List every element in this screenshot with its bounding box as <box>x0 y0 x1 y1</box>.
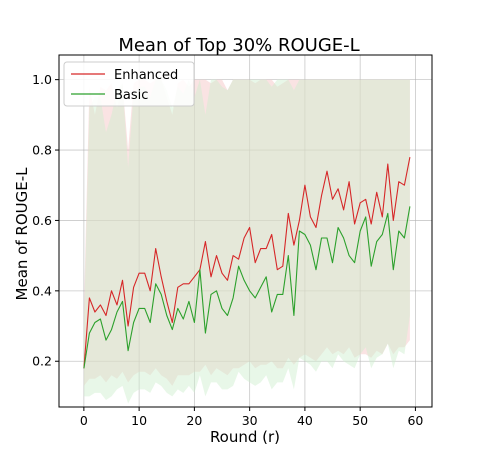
legend: Enhanced Basic <box>63 61 195 107</box>
chart-title: Mean of Top 30% ROUGE-L <box>118 35 359 56</box>
y-axis-ticks: 0.2 0.4 0.6 0.8 1.0 <box>32 72 59 369</box>
y-tick-label: 1.0 <box>32 72 52 87</box>
line-enhanced <box>83 156 411 369</box>
line-basic <box>83 206 411 369</box>
y-tick-label: 0.2 <box>32 354 52 369</box>
y-tick-label: 0.8 <box>32 143 52 158</box>
x-tick-label: 60 <box>407 413 423 428</box>
x-tick-label: 30 <box>242 413 258 428</box>
band-basic <box>83 79 410 404</box>
y-tick-label: 0.4 <box>32 283 52 298</box>
y-tick-label: 0.6 <box>32 213 52 228</box>
legend-label-basic: Basic <box>114 88 148 103</box>
x-axis-ticks: 0 10 20 30 40 50 60 <box>80 407 423 428</box>
x-tick-label: 50 <box>352 413 368 428</box>
series-lines <box>83 156 411 369</box>
legend-box <box>63 61 195 107</box>
x-tick-label: 0 <box>80 413 88 428</box>
legend-label-enhanced: Enhanced <box>114 68 178 83</box>
x-tick-label: 20 <box>186 413 202 428</box>
y-axis-label: Mean of ROUGE-L <box>13 167 31 301</box>
x-axis-label: Round (r) <box>210 428 280 446</box>
x-tick-label: 10 <box>131 413 147 428</box>
plot-frame <box>58 54 433 408</box>
confidence-bands <box>83 79 410 404</box>
x-tick-label: 40 <box>297 413 313 428</box>
